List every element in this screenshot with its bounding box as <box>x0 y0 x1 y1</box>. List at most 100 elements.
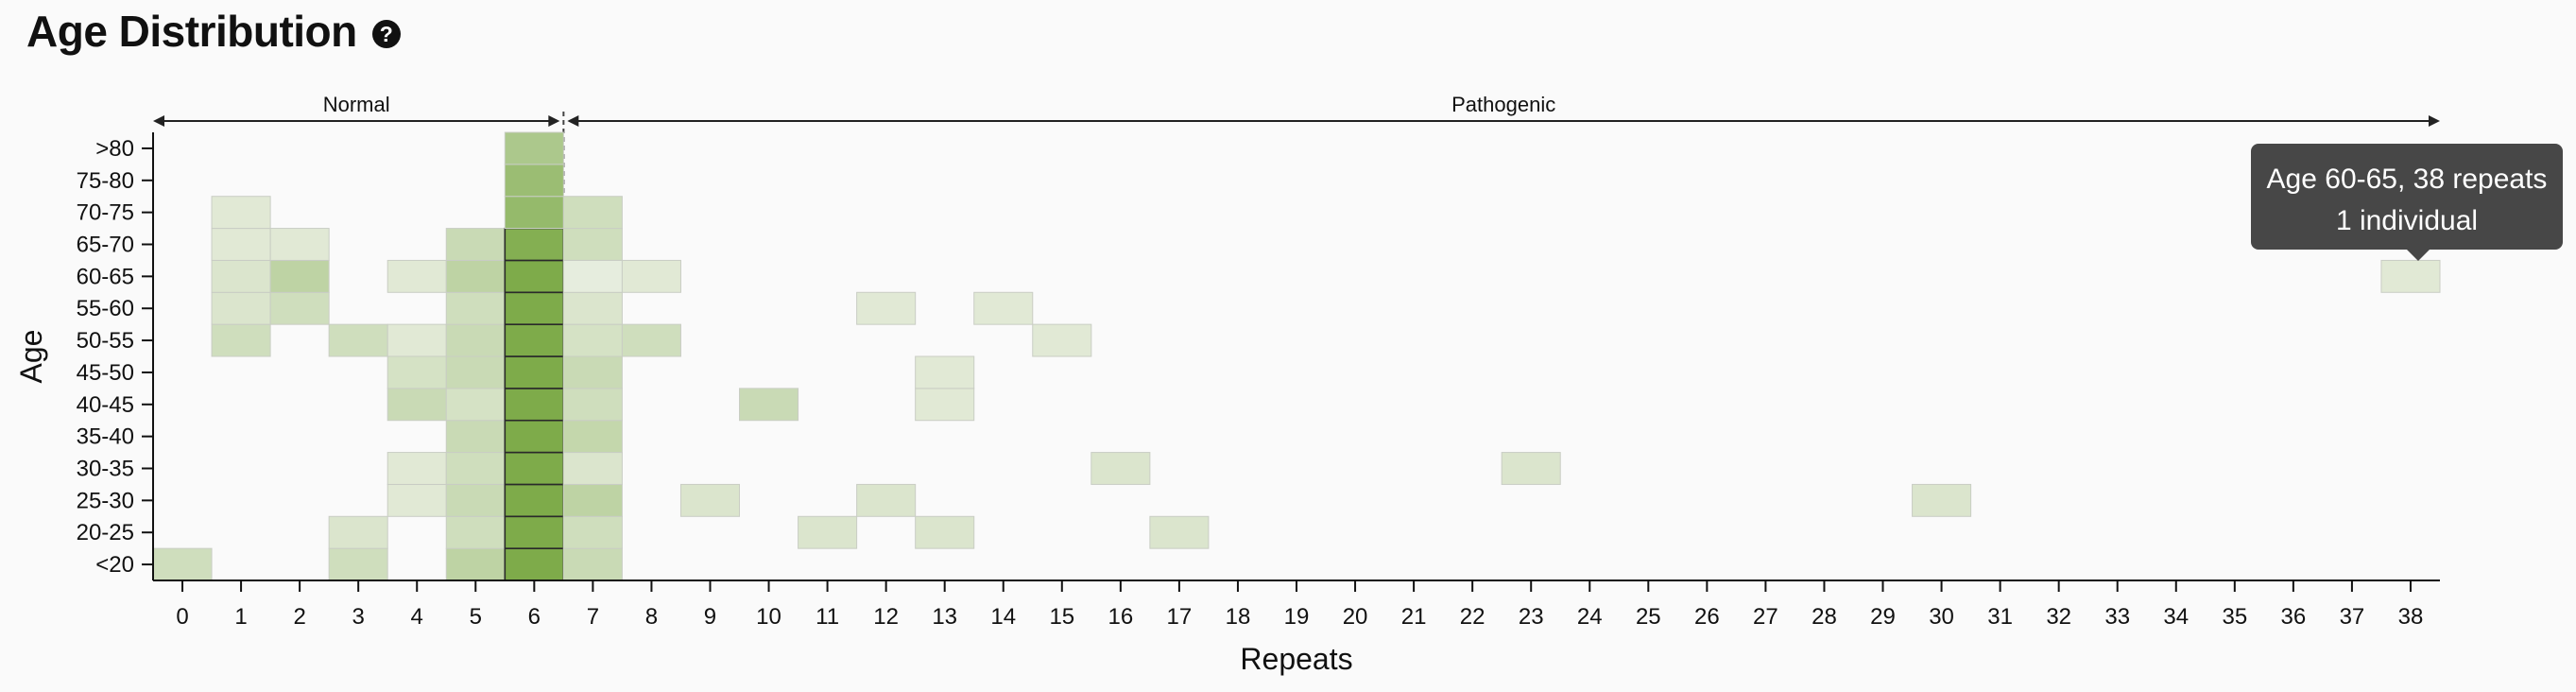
x-tick-label: 19 <box>1284 604 1310 630</box>
cell-tooltip: Age 60-65, 38 repeats 1 individual <box>2251 144 2563 261</box>
y-tick-label: 70-75 <box>77 200 134 226</box>
heatmap-cells <box>152 131 2441 581</box>
heatmap-cell <box>445 323 506 357</box>
heatmap-cell <box>445 483 506 517</box>
region-label: Pathogenic <box>1451 93 1555 116</box>
heatmap-cell <box>269 259 330 293</box>
chart-header: Age Distribution ? <box>26 6 401 57</box>
y-tick-label: 20-25 <box>77 520 134 545</box>
heatmap-cell <box>445 515 506 549</box>
heatmap-cell <box>504 515 565 549</box>
heatmap-cell <box>211 291 271 325</box>
heatmap-cell <box>2380 259 2441 293</box>
heatmap-cell <box>562 196 623 230</box>
x-tick-label: 30 <box>1929 604 1954 630</box>
heatmap-cell <box>445 420 506 454</box>
heatmap-cell <box>269 291 330 325</box>
heatmap-cell <box>562 259 623 293</box>
x-tick-label: 22 <box>1460 604 1485 630</box>
heatmap-cell <box>445 291 506 325</box>
tooltip-line-2: 1 individual <box>2335 205 2479 236</box>
heatmap-cell <box>386 388 447 422</box>
x-tick-label: 18 <box>1226 604 1251 630</box>
heatmap-cell <box>504 451 565 486</box>
x-tick-label: 2 <box>293 604 305 630</box>
x-tick-label: 5 <box>470 604 482 630</box>
heatmap-cell <box>504 355 565 389</box>
heatmap-cell <box>211 228 271 261</box>
region-arrow-left <box>567 115 579 127</box>
heatmap-cell <box>386 483 447 517</box>
y-tick-label: 50-55 <box>77 328 134 354</box>
heatmap-cell <box>562 388 623 422</box>
chart-axes <box>142 132 2440 592</box>
x-tick-label: 0 <box>176 604 188 630</box>
heatmap-cell <box>973 291 1034 325</box>
heatmap-cell <box>856 483 917 517</box>
x-tick-label: 17 <box>1167 604 1193 630</box>
heatmap-cell <box>562 547 623 581</box>
heatmap-cell <box>445 452 506 485</box>
heatmap-cell <box>445 259 506 293</box>
heatmap-cell <box>1032 323 1092 357</box>
heatmap-cell <box>445 388 506 422</box>
y-tick-label: >80 <box>95 136 134 162</box>
x-tick-label: 10 <box>756 604 781 630</box>
heatmap-cell <box>328 515 388 549</box>
heatmap-cell <box>739 388 799 422</box>
heatmap-cell <box>562 228 623 261</box>
heatmap-cell <box>562 323 623 357</box>
region-label: Normal <box>323 93 390 116</box>
heatmap-cell <box>562 452 623 485</box>
question-circle-icon[interactable]: ? <box>371 20 401 48</box>
x-tick-label: 13 <box>932 604 957 630</box>
heatmap-cell <box>269 228 330 261</box>
x-tick-label: 24 <box>1577 604 1603 630</box>
heatmap-cell <box>328 323 388 357</box>
x-tick-label: 16 <box>1108 604 1133 630</box>
heatmap-cell <box>915 355 975 389</box>
heatmap-cell <box>504 483 565 518</box>
heatmap-cell <box>386 259 447 293</box>
y-tick-label: <20 <box>95 552 134 578</box>
heatmap-cell <box>445 547 506 581</box>
x-tick-label: 15 <box>1049 604 1074 630</box>
x-tick-label: 14 <box>990 604 1016 630</box>
region-arrow-right <box>548 115 560 127</box>
x-tick-label: 33 <box>2104 604 2130 630</box>
x-tick-label: 12 <box>873 604 899 630</box>
heatmap-cell <box>211 196 271 230</box>
y-axis-title: Age <box>14 330 48 384</box>
heatmap-cell <box>1091 452 1151 485</box>
y-tick-label: 65-70 <box>77 233 134 258</box>
x-tick-label: 29 <box>1870 604 1896 630</box>
heatmap-cell <box>504 291 565 325</box>
heatmap-cell <box>915 388 975 422</box>
x-tick-label: 9 <box>704 604 716 630</box>
x-tick-label: 20 <box>1343 604 1368 630</box>
heatmap-cell <box>621 323 681 357</box>
heatmap-cell <box>504 388 565 422</box>
x-tick-label: 23 <box>1519 604 1544 630</box>
heatmap-cell <box>562 483 623 517</box>
heatmap-cell <box>504 227 565 262</box>
heatmap-cell <box>386 323 447 357</box>
heatmap-cell <box>562 515 623 549</box>
x-tick-label: 36 <box>2281 604 2307 630</box>
x-tick-label: 3 <box>352 604 364 630</box>
heatmap-cell <box>1149 515 1210 549</box>
heatmap-cell <box>621 259 681 293</box>
x-tick-label: 21 <box>1401 604 1427 630</box>
y-tick-label: 75-80 <box>77 168 134 194</box>
x-tick-label: 31 <box>1987 604 2013 630</box>
x-tick-label: 4 <box>411 604 423 630</box>
heatmap-cell <box>504 196 564 230</box>
x-tick-label: 7 <box>587 604 599 630</box>
region-arrow-right <box>2429 115 2440 127</box>
x-tick-label: 34 <box>2163 604 2189 630</box>
y-tick-label: 30-35 <box>77 457 134 482</box>
heatmap-cell <box>798 515 858 549</box>
x-tick-label: 38 <box>2398 604 2424 630</box>
x-tick-label: 32 <box>2046 604 2071 630</box>
x-tick-label: 27 <box>1753 604 1778 630</box>
